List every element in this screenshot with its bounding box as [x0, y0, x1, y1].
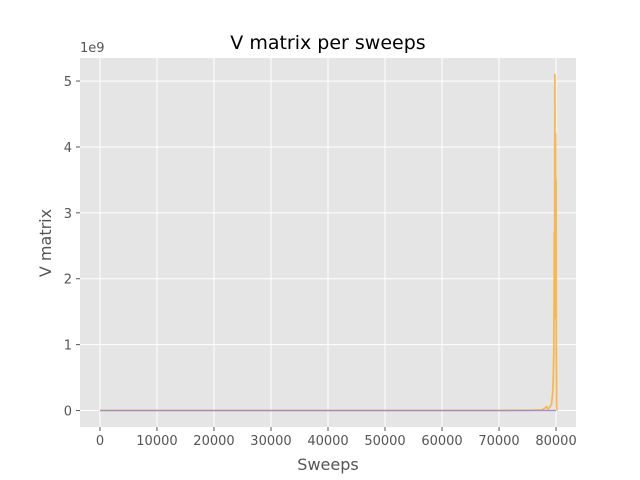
grid-lines	[80, 58, 576, 427]
y-offset-label: 1e9	[80, 41, 105, 56]
series-group	[99, 73, 559, 412]
x-axis-ticks: 0 10000 20000 30000 40000 50000 60000 70000 8000…	[96, 427, 577, 449]
y-tick-label: 4	[64, 141, 72, 156]
x-tick-label: 30000	[250, 434, 291, 449]
x-tick-label: 50000	[364, 434, 405, 449]
x-tick-label: 60000	[421, 434, 462, 449]
y-tick-label: 0	[64, 405, 72, 420]
x-tick-label: 20000	[193, 434, 234, 449]
x-tick-label: 10000	[136, 434, 177, 449]
x-tick-label: 70000	[478, 434, 519, 449]
y-tick-label: 2	[64, 273, 72, 288]
y-tick-label: 5	[64, 75, 72, 90]
y-tick-label: 1	[64, 339, 72, 354]
x-axis-label: Sweeps	[297, 455, 358, 474]
x-tick-label: 40000	[307, 434, 348, 449]
y-axis-ticks: 0 1 2 3 4 5	[64, 75, 80, 420]
x-tick-label: 0	[96, 434, 104, 449]
chart-title: V matrix per sweeps	[230, 32, 425, 54]
x-tick-label: 80000	[535, 434, 576, 449]
y-axis-label: V matrix	[36, 209, 55, 277]
y-tick-label: 3	[64, 207, 72, 222]
